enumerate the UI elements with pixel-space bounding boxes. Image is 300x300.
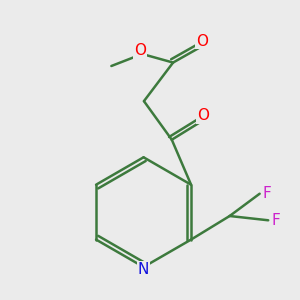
Text: F: F: [263, 186, 272, 201]
Text: O: O: [134, 43, 146, 58]
Text: N: N: [138, 262, 149, 277]
Text: O: O: [197, 108, 209, 123]
Text: F: F: [272, 213, 280, 228]
Text: O: O: [196, 34, 208, 49]
